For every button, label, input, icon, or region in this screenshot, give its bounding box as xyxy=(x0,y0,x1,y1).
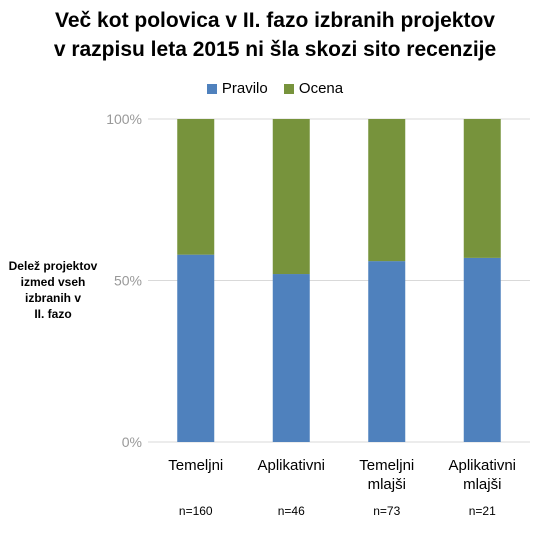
bar-pravilo-1 xyxy=(177,254,215,442)
bar-ocena-4 xyxy=(463,119,501,258)
y-tick-label-50: 50% xyxy=(114,273,142,289)
legend-label-ocena: Ocena xyxy=(298,80,344,97)
bar-pravilo-3 xyxy=(368,261,406,442)
y-axis-title-line-4: II. fazo xyxy=(34,307,72,321)
y-axis-title-line-2: izmed vseh xyxy=(20,275,86,289)
y-axis-title-line-1: Delež projektov xyxy=(8,259,98,273)
chart-title: Več kot polovica v II. fazo izbranih pro… xyxy=(0,6,550,64)
y-tick-label-100: 100% xyxy=(106,111,142,127)
bar-pravilo-4 xyxy=(463,257,501,442)
x-tick-label-3-2: mlajši xyxy=(368,476,406,493)
sample-size-label-1: n=160 xyxy=(179,504,213,518)
bar-pravilo-2 xyxy=(272,274,310,442)
legend-item-pravilo: Pravilo xyxy=(206,80,268,97)
legend-swatch-pravilo xyxy=(206,83,217,94)
sample-size-label-4: n=21 xyxy=(469,504,496,518)
x-tick-label-2-1: Aplikativni xyxy=(257,457,325,474)
sample-size-label-2: n=46 xyxy=(278,504,305,518)
x-tick-label-4-2: mlajši xyxy=(463,476,501,493)
x-tick-label-4-1: Aplikativni xyxy=(448,457,516,474)
chart-title-line-1: Več kot polovica v II. fazo izbranih pro… xyxy=(55,9,495,32)
legend-label-pravilo: Pravilo xyxy=(221,80,268,97)
sample-size-label-3: n=73 xyxy=(373,504,400,518)
x-tick-label-1-1: Temeljni xyxy=(168,457,223,474)
chart-title-line-2: v razpisu leta 2015 ni šla skozi sito re… xyxy=(53,38,497,61)
y-axis-title-line-3: izbranih v xyxy=(24,291,81,305)
x-tick-label-3-1: Temeljni xyxy=(359,457,414,474)
y-axis-title: Delež projektov izmed vseh izbranih v II… xyxy=(0,258,106,322)
bar-ocena-3 xyxy=(368,119,406,262)
legend-item-ocena: Ocena xyxy=(283,80,344,97)
bar-ocena-2 xyxy=(272,119,310,275)
bar-ocena-1 xyxy=(177,119,215,255)
legend-swatch-ocena xyxy=(283,83,294,94)
chart-legend: Pravilo Ocena xyxy=(0,80,550,98)
y-tick-label-0: 0% xyxy=(122,434,142,450)
